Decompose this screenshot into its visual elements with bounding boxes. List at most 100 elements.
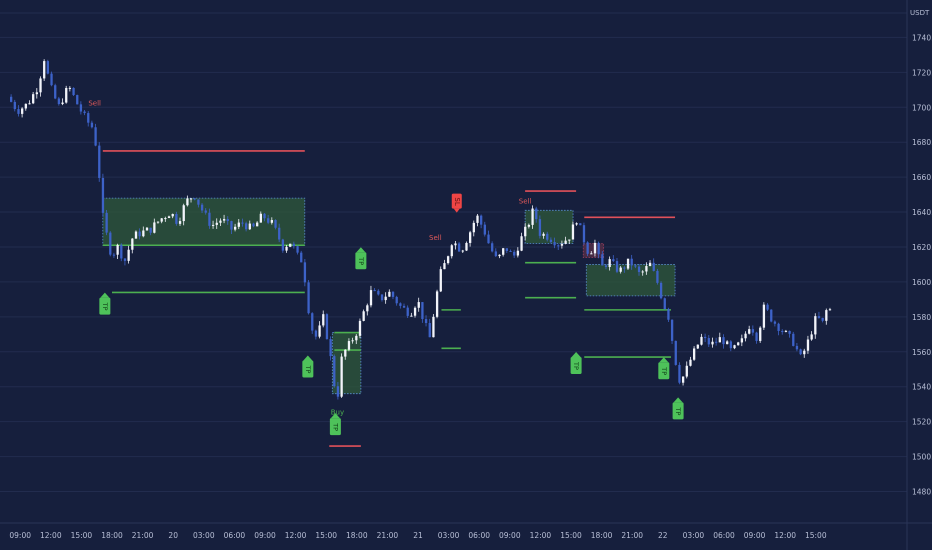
candle-body [531,208,534,225]
candle-body [421,302,424,320]
candle-body [806,339,810,351]
candle-body [817,316,821,318]
candle-body [153,222,156,233]
candle-body [491,243,494,252]
candle-body [325,314,329,340]
candle-body [351,340,354,342]
take-profit-arrow [303,355,313,361]
candle-body [355,335,358,341]
candle-body [792,333,795,346]
candle-body [560,243,564,246]
candle-body [145,227,149,231]
price-tick-label: 1620.00 [912,243,932,252]
candle-body [781,330,784,332]
candle-body [751,329,755,333]
candle-body [79,104,83,112]
take-profit-arrow [673,397,683,403]
candle-body [619,267,622,272]
candle-body [43,61,46,79]
candle-body [219,220,222,223]
candle-body [333,356,336,387]
candle-body [630,258,633,266]
candle-body [707,338,710,345]
candle-body [193,198,196,200]
candle-body [278,227,281,240]
candle-body [123,258,127,261]
candle-body [505,248,509,251]
candle-body [395,296,398,304]
candle-body [200,204,204,211]
candle-body [197,199,200,205]
candle-body [285,246,288,251]
candle-body [435,291,439,317]
candle-body [424,319,428,324]
candle-body [204,210,207,213]
candle-body [759,327,762,341]
price-tick-label: 1680.00 [912,138,932,147]
candle-body [245,223,248,230]
candle-body [575,223,578,225]
price-tick-label: 1520.00 [912,418,932,427]
time-axis[interactable]: 09:00 12:00 15:00 18:00 21:00 20 03:00 06:00 09:… [9,531,826,540]
candle-body [318,325,321,337]
candle-body [726,341,729,345]
candle-body [87,113,90,123]
stop-loss-flag-pointer [453,208,460,213]
candle-body [446,256,450,264]
take-profit-flag [99,297,111,315]
candle-body [494,251,498,257]
candle-body [795,345,799,350]
candle-body [362,311,365,321]
time-tick-label: 15:00 [315,531,337,540]
candle-body [656,270,659,283]
candle-body [24,103,27,109]
candle-body [384,296,387,301]
signal-label: Sell [429,234,442,242]
candle-body [76,95,79,105]
candle-body [428,323,431,338]
candle-body [46,61,50,74]
signal-label: Sell [88,100,101,108]
candle-body [10,96,13,102]
candle-body [604,265,608,267]
time-tick-label: 09:00 [9,531,31,540]
candle-body [94,127,97,146]
price-tick-label: 1500.00 [912,453,932,462]
candle-body [803,350,806,355]
candle-body [65,87,68,103]
price-axis[interactable]: USDT 1480.00 1500.00 1520.00 1540.00 1560.00… [910,9,932,497]
time-tick-label: 12:00 [530,531,552,540]
candle-body [593,242,597,254]
take-profit-flag [658,362,670,380]
candle-body [208,212,211,226]
time-tick-label: 12:00 [40,531,62,540]
candle-body [156,221,160,223]
candle-body [72,87,75,96]
price-tick-label: 1560.00 [912,348,932,357]
candle-body [57,98,61,105]
candle-body [443,263,446,270]
candle-body [233,226,237,230]
candle-body [748,329,751,334]
candle-body [307,282,310,314]
candle-body [329,339,332,357]
take-profit-label: TP [660,366,668,375]
candle-body [549,239,553,243]
candle-body [149,227,152,233]
candle-body [373,290,376,292]
candle-body [399,303,402,306]
candle-body [524,226,527,237]
candle-body [564,240,567,244]
candle-body [542,233,545,236]
candle-body [825,310,828,321]
candle-body [406,307,409,316]
candle-body [120,244,123,259]
take-profit-arrow [330,413,340,419]
time-tick-label: 21 [413,531,423,540]
candle-body [134,231,138,239]
candle-body [263,213,266,219]
candle-body [21,108,24,114]
candle-body [711,341,714,345]
candle-body [252,223,255,227]
